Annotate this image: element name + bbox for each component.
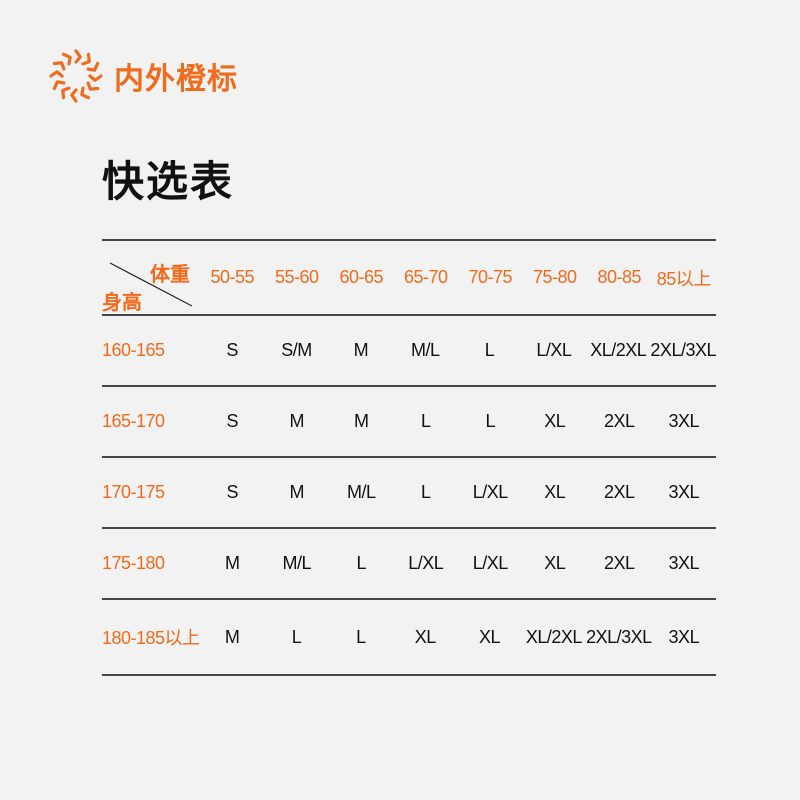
size-cell: M [225,553,240,573]
weight-header: 65-70 [403,267,448,287]
size-cell: M [289,482,305,502]
weight-header: 60-65 [339,267,384,287]
weight-header: 55-60 [274,267,319,287]
weight-header: 75-80 [532,267,577,287]
height-label: 160-165 [102,340,165,360]
size-cell: L [420,411,431,431]
size-cell: XL/2XL [525,626,583,647]
size-cell: L [485,411,495,431]
size-cell: L [484,340,495,360]
size-cell: M/L [410,340,440,360]
size-cell: L/XL [472,553,509,573]
header-row: 体重 身高 50-55 55-60 60-65 65-70 70-75 75-80 80-8… [102,239,716,314]
size-chart-table: 体重 身高 50-55 55-60 60-65 65-70 70-75 75-80 80-8… [102,239,716,676]
size-cell: XL [544,553,566,573]
weight-axis-label: 体重 [150,264,190,286]
size-cell: L [291,626,302,647]
size-cell: L/XL [536,340,572,360]
table-row: 170-175 S M M/L L L/XL XL 2XL 3XL [102,456,716,527]
weight-header: 50-55 [210,267,255,287]
size-cell: 3XL [668,626,700,647]
size-cell: M/L [282,553,311,573]
page-title: 快选表 [102,158,235,205]
size-cell: 3XL [668,553,700,573]
size-cell: XL/2XL [590,340,647,360]
size-cell: XL [544,482,566,502]
size-cell: 2XL [603,482,635,502]
table-corner: 体重 身高 [102,241,200,314]
size-cell: L/XL [408,553,444,573]
height-axis-label: 身高 [102,292,142,314]
size-cell: 3XL [668,482,700,502]
table-row: 165-170 S M M L L XL 2XL 3XL [102,385,716,456]
size-cell: S [226,340,238,360]
brand-logo: 内外橙标 [48,48,238,104]
size-cell: M [353,340,369,360]
size-cell: 2XL [603,411,635,431]
size-cell: M [224,626,240,647]
height-label: 175-180 [102,553,165,573]
size-cell: M/L [346,482,376,502]
size-cell: L/XL [472,482,509,502]
weight-header: 85以上 [656,268,712,289]
size-cell: XL [544,411,566,431]
size-cell: S/M [281,340,312,360]
height-label: 180-185以上 [102,628,200,648]
size-cell: L [420,482,431,502]
size-cell: XL [414,626,437,647]
table-row: 180-185以上 M L L XL XL XL/2XL 2XL/3XL 3XL [102,598,716,676]
table-row: 160-165 S S/M M M/L L L/XL XL/2XL 2XL/3XL [102,314,716,385]
weight-header: 70-75 [468,267,513,287]
size-cell: XL [479,626,501,647]
size-cell: M [289,411,305,431]
height-label: 170-175 [102,482,165,502]
size-cell: S [226,482,238,502]
table-row: 175-180 M M/L L L/XL L/XL XL 2XL 3XL [102,527,716,598]
sunburst-logo-icon [49,49,103,103]
size-cell: 3XL [668,411,700,431]
diagonal-divider [109,262,193,307]
size-cell: L [356,626,366,647]
brand-name: 内外橙标 [114,63,238,96]
size-cell: L [356,553,366,573]
size-cell: M [354,411,369,431]
weight-header: 80-85 [597,267,642,287]
size-cell: S [226,411,238,431]
size-cell: 2XL/3XL [586,626,652,647]
size-cell: 2XL/3XL [650,340,716,360]
height-label: 165-170 [102,411,165,431]
size-cell: 2XL [603,553,635,573]
